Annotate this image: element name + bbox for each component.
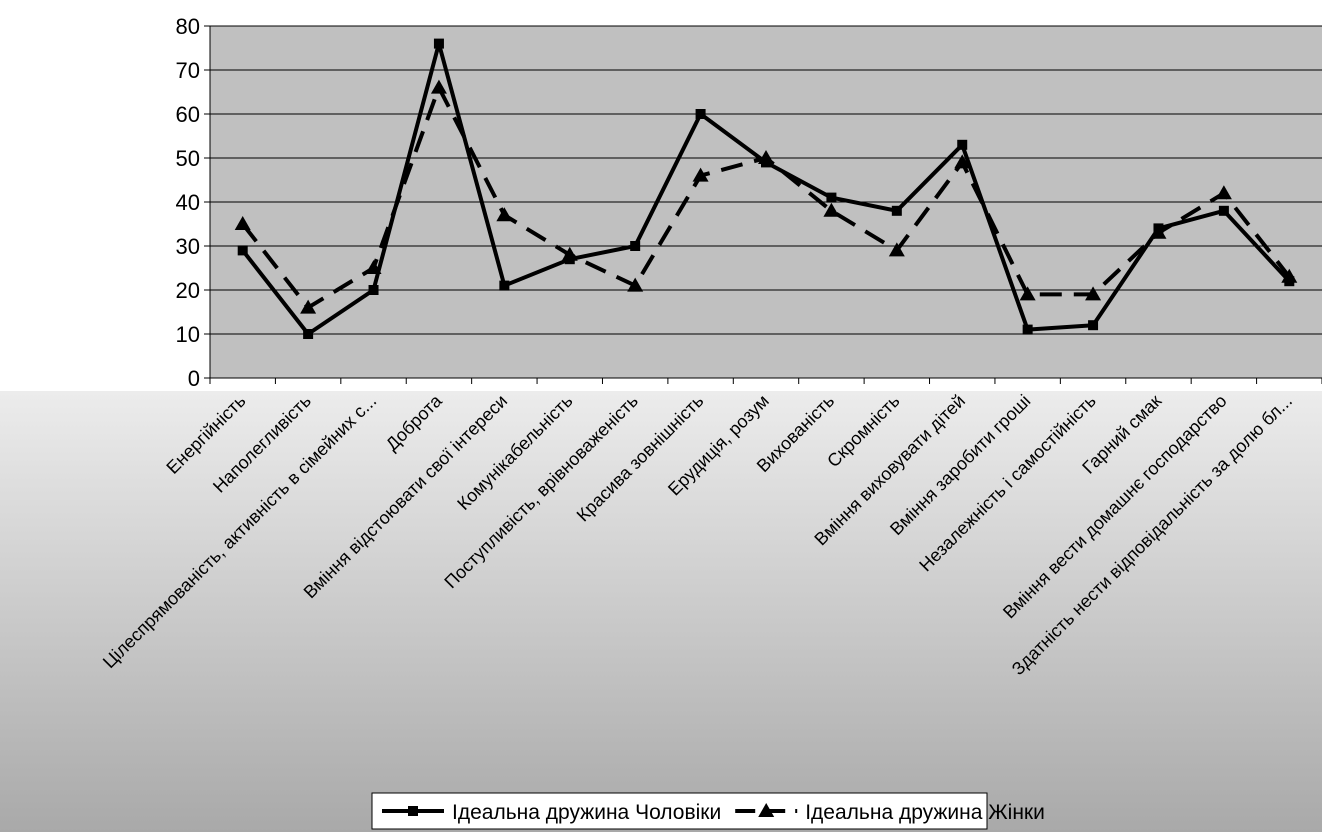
legend-entry-1: Ідеальна дружина Чоловіки bbox=[382, 801, 721, 824]
square-marker bbox=[1088, 320, 1099, 331]
triangle-marker bbox=[365, 260, 382, 274]
square-marker bbox=[499, 280, 510, 291]
y-tick-label: 40 bbox=[176, 190, 200, 215]
triangle-marker bbox=[1215, 185, 1232, 200]
triangle-marker bbox=[758, 803, 775, 817]
triangle-marker bbox=[1150, 224, 1167, 239]
triangle-marker bbox=[234, 216, 251, 230]
legend-entry-2: Ідеальна дружина Жінки bbox=[735, 801, 1045, 824]
grid-lines bbox=[210, 25, 1322, 335]
series-2 bbox=[234, 79, 1298, 314]
series-layer bbox=[234, 38, 1298, 339]
y-tick-label: 0 bbox=[188, 366, 200, 391]
square-marker bbox=[1218, 205, 1229, 216]
y-tick-label: 30 bbox=[176, 234, 200, 259]
triangle-marker bbox=[954, 154, 971, 169]
triangle-marker bbox=[823, 202, 840, 217]
square-marker bbox=[303, 329, 314, 339]
triangle-marker bbox=[300, 299, 317, 314]
triangle-marker bbox=[888, 242, 905, 257]
square-marker bbox=[408, 806, 418, 816]
legend-label: Ідеальна дружина Жінки bbox=[805, 801, 1045, 824]
legend-label: Ідеальна дружина Чоловіки bbox=[452, 801, 721, 824]
square-marker bbox=[368, 285, 379, 295]
triangle-marker bbox=[496, 207, 513, 222]
square-marker bbox=[695, 109, 706, 119]
legend-box bbox=[371, 792, 988, 830]
triangle-marker bbox=[1085, 286, 1102, 301]
triangle-marker bbox=[561, 246, 578, 261]
square-marker bbox=[1022, 324, 1033, 335]
triangle-marker bbox=[430, 79, 447, 94]
triangle-marker bbox=[627, 277, 644, 292]
y-tick-label: 60 bbox=[176, 102, 200, 127]
y-tick-label: 10 bbox=[176, 322, 200, 347]
legend: Ідеальна дружина Чоловіки Ідеальна дружин… bbox=[371, 792, 1045, 830]
square-marker bbox=[826, 192, 837, 203]
triangle-marker bbox=[1019, 286, 1036, 301]
y-tick-label: 70 bbox=[176, 58, 200, 83]
y-tick-label: 20 bbox=[176, 278, 200, 303]
square-marker bbox=[891, 205, 902, 216]
triangle-marker bbox=[692, 167, 709, 182]
y-tick-label: 80 bbox=[176, 14, 200, 39]
triangle-marker bbox=[758, 150, 774, 164]
square-marker bbox=[237, 245, 248, 256]
square-marker bbox=[630, 241, 641, 251]
y-tick-label: 50 bbox=[176, 146, 200, 171]
square-marker bbox=[957, 139, 968, 150]
square-marker bbox=[433, 38, 444, 49]
triangle-marker bbox=[1281, 268, 1298, 283]
